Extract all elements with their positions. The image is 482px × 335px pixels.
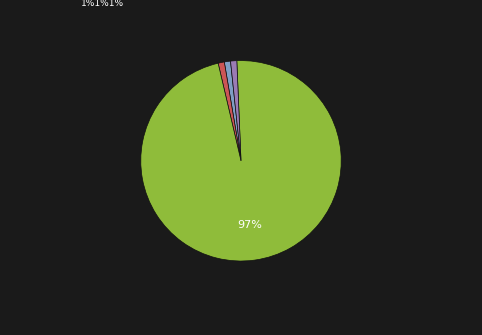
Wedge shape — [230, 61, 241, 161]
Text: 1%1%1%: 1%1%1% — [81, 0, 124, 7]
Wedge shape — [218, 62, 241, 161]
Wedge shape — [224, 61, 241, 161]
Wedge shape — [141, 61, 341, 261]
Text: 97%: 97% — [238, 220, 262, 230]
